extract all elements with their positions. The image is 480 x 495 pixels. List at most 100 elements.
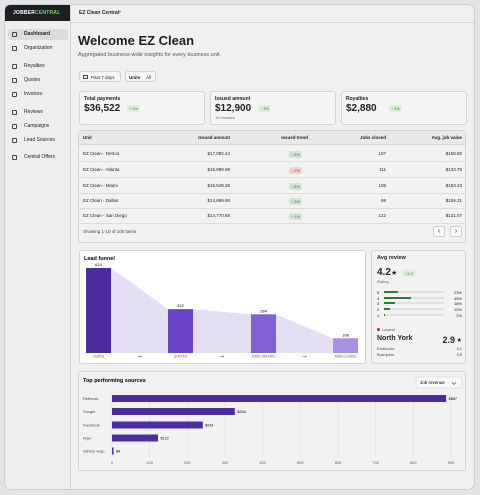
column-header[interactable]: Issued amount [198,135,230,140]
sources-panel [78,371,466,471]
bar-track [384,296,444,300]
nav-item[interactable]: Quotes [24,77,41,83]
logo-part: JOBBER [13,10,36,16]
other-name: Etobicoke [377,346,395,351]
star-level: 2 [377,306,380,312]
kpi-card: Royalties $2,880 ↑ 3% [341,91,467,125]
calendar-icon [83,74,88,79]
table-head [79,131,465,145]
row-divider [79,161,465,162]
kpi-label: Royalties [346,96,369,102]
kpi-change: ↑ 3% [258,105,271,112]
page-button[interactable]: › [450,226,462,237]
table-cell: EZ Clean - Miami [83,183,118,188]
nav-item[interactable]: Organization [24,45,53,51]
lowest-name: North York [377,335,413,342]
account-switch[interactable]: EZ Clean Central [79,10,120,16]
kpi-value: $2,880 [346,103,377,114]
table-cell: 122 [378,213,386,218]
table-cell: $158.80 [445,151,462,156]
other-rating: 3.1 [456,346,462,351]
review-title: Avg review [377,255,406,261]
table-cell: $14,770.65 [207,213,230,218]
column-header[interactable]: Jobs closed [359,135,386,140]
trend-badge: ↑ 3% [289,198,302,205]
nav-icon [12,91,17,97]
bar-track [384,307,444,311]
logo-part: CENTRAL [35,10,61,16]
table-cell: $133.75 [445,167,462,172]
table-footer: Showing 1-10 of 100 items [83,229,137,234]
sidebar [5,5,71,489]
star: ★ [456,338,462,344]
other-rating: 3.5 [456,352,462,357]
trend-badge: ↑ 3% [289,151,302,158]
lowest-dot [377,328,380,331]
nav-icon [12,109,17,115]
review-pct: 23% [453,289,462,295]
filter-period[interactable]: Past 7 days [79,71,121,82]
nav-item[interactable]: Campaigns [24,123,50,129]
table-cell: $121.07 [445,213,462,218]
review-bar [384,307,390,311]
table-cell: $17,092.44 [207,151,230,156]
table-cell: EZ Clean - Detroit [83,151,120,156]
kpi-change: ↑ 3% [389,105,402,112]
column-header[interactable]: Unit [83,135,92,140]
trend-badge: ↑ 8% [289,183,302,190]
kpi-label: Issued amount [215,96,251,102]
nav-item[interactable]: Royalties [24,63,45,69]
review-label: Rating [377,279,389,284]
kpi-note: 10 invoices [215,115,236,120]
page-button[interactable]: ‹ [433,226,445,237]
table-cell: $14,899.90 [207,198,230,203]
review-pct: 18% [453,300,462,306]
table-cell: EZ Clean - San Diego [83,213,127,218]
table-cell: $159.31 [445,198,462,203]
nav-item[interactable]: Invoices [24,91,43,97]
review-bar [384,290,398,294]
table-cell: $153.23 [445,183,462,188]
filter-text: Past 7 days [91,74,115,80]
nav-icon [12,63,17,69]
nav-item[interactable]: Lead Sources [24,137,55,143]
star-level: 5 [377,289,380,295]
trend-badge: ↓ 2% [289,167,302,174]
kpi-value: $12,900 [215,103,252,114]
lowest-label: Lowest [382,327,395,332]
nav-item[interactable]: Dashboard [24,31,51,37]
review-bar [384,296,411,300]
nav-icon [12,123,17,129]
nav-active [8,29,68,40]
trend-badge: ↑ 1% [289,213,302,220]
star-level: 1 [377,312,380,318]
review-change: ↑ 0.4 [402,270,415,277]
row-divider [79,177,465,178]
nav-item[interactable]: Reviews [24,109,43,115]
review-pct: 10% [453,306,462,312]
table-cell: $16,999.99 [207,167,230,172]
column-header[interactable]: Issued trend [281,135,308,140]
kpi-card: Issued amount $12,900 ↑ 3% 10 invoices [210,91,336,125]
table-cell: 108 [378,183,386,188]
review-pct: 45% [453,295,462,301]
table-cell: 111 [379,167,386,172]
column-header[interactable]: Avg. job value [431,135,462,140]
table-cell: EZ Clean - Atlanta [83,167,120,172]
bar-track [384,313,444,317]
bar-track [384,290,444,294]
table [78,130,466,243]
review-rating: 4.2 [377,267,391,278]
star-level: 4 [377,295,380,301]
review-panel [371,250,466,364]
kpi-value: $36,522 [84,103,121,114]
nav-item[interactable]: Central Offers [24,154,56,160]
filter-units[interactable]: Units All [125,71,156,82]
review-bar [384,313,386,317]
review-bar [384,301,395,305]
table-cell: 98 [380,198,386,203]
bar-track [384,301,444,305]
nav-icon [12,154,17,160]
funnel-panel [79,250,366,364]
